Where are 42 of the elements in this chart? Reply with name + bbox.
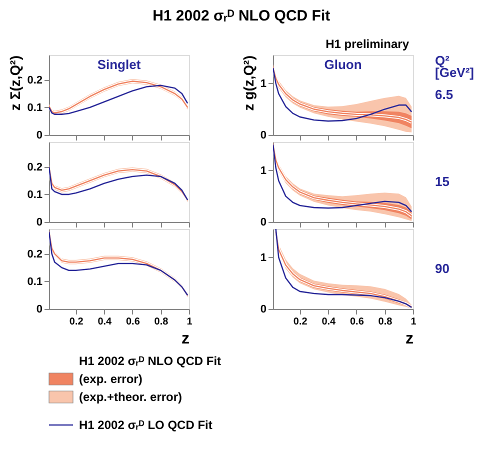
legend-label: (exp. error) xyxy=(79,372,142,386)
y-tick-label: 0.2 xyxy=(27,74,42,86)
line-series xyxy=(49,84,188,115)
x-tick-label: 0.4 xyxy=(322,316,336,328)
text: H1 2002 σᵣᴰ NLO QCD Fit xyxy=(152,8,330,24)
x-tick-label: 1 xyxy=(186,316,193,328)
y-tick-label: 1 xyxy=(260,252,266,264)
x-tick-label: 0.6 xyxy=(350,316,364,328)
y-tick-label: 0.1 xyxy=(27,102,42,114)
x-tick-label: 0.8 xyxy=(154,316,169,328)
y-tick-label: 1 xyxy=(260,164,266,177)
x-tick-label: 0.6 xyxy=(126,316,140,328)
text: Q² xyxy=(435,53,450,68)
text: 15 xyxy=(435,174,450,189)
x-tick-label: 0.2 xyxy=(293,316,308,328)
y-tick-label: 0 xyxy=(260,216,266,228)
text: H1 preliminary xyxy=(326,37,410,51)
x-tick-label: 0.4 xyxy=(98,316,112,328)
legend-label: (exp.+theor. error) xyxy=(79,390,182,404)
y-tick-label: 0 xyxy=(260,304,266,316)
x-tick-label: 0.2 xyxy=(69,316,84,328)
y-tick-label: 0.2 xyxy=(27,248,42,260)
y-axis-title: z Σ(z,Q²) xyxy=(7,56,24,111)
y-tick-label: 1 xyxy=(260,78,266,90)
x-tick-label: 1 xyxy=(410,316,417,328)
x-axis-title: z xyxy=(406,330,414,348)
x-axis-title: z xyxy=(182,330,190,348)
y-tick-label: 0.1 xyxy=(27,188,42,201)
y-tick-label: 0 xyxy=(260,130,266,142)
legend-label: H1 2002 σᵣᴰ LO QCD Fit xyxy=(79,418,212,432)
y-axis-title: z g(z,Q²) xyxy=(240,56,256,111)
legend-title: H1 2002 σᵣᴰ NLO QCD Fit xyxy=(79,354,222,368)
y-tick-label: 0.1 xyxy=(27,276,42,288)
y-tick-label: 0 xyxy=(36,130,42,142)
y-tick-label: 0.2 xyxy=(27,161,42,174)
text: 6.5 xyxy=(435,87,454,102)
x-tick-label: 0.8 xyxy=(378,316,393,328)
chart-title: Singlet xyxy=(97,57,142,72)
y-tick-label: 0 xyxy=(36,216,42,228)
chart-title: Gluon xyxy=(324,57,362,72)
text: 90 xyxy=(435,261,450,276)
y-tick-label: 0 xyxy=(36,304,42,316)
